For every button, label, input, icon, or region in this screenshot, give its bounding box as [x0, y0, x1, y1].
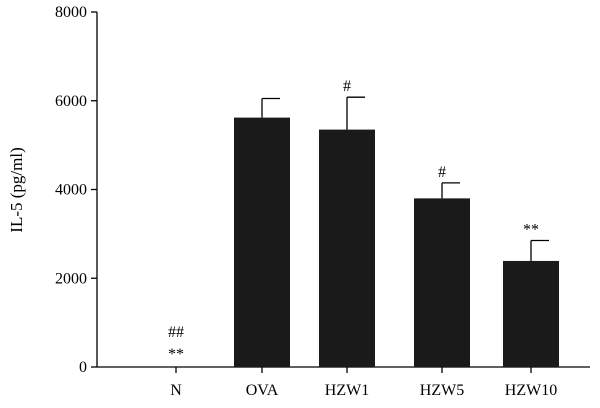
y-tick-label: 2000 — [55, 270, 87, 287]
x-tick-label: N — [170, 382, 182, 399]
bar-hzw1 — [319, 129, 375, 367]
y-tick-label: 8000 — [55, 4, 87, 21]
bars — [234, 117, 559, 367]
significance-annotations: **####** — [168, 78, 539, 363]
significance-mark: # — [343, 78, 351, 95]
y-axis: 0 2000 4000 6000 8000 — [55, 4, 98, 376]
significance-mark: ** — [168, 346, 184, 363]
y-tick-label: 4000 — [55, 182, 87, 199]
x-tick-label: HZW10 — [505, 382, 557, 399]
x-tick-label: HZW1 — [325, 382, 369, 399]
y-tick-label: 6000 — [55, 93, 87, 110]
bar-ova — [234, 117, 290, 367]
significance-mark: ** — [523, 222, 539, 239]
y-tick-label: 0 — [79, 359, 87, 376]
x-tick-label: HZW5 — [420, 382, 464, 399]
x-axis: N OVA HZW1 HZW5 HZW10 — [97, 366, 590, 399]
error-bars — [261, 96, 549, 261]
y-axis-title: IL-5 (pg/ml) — [7, 147, 26, 232]
x-tick-label: OVA — [246, 382, 279, 399]
significance-mark: # — [438, 164, 446, 181]
bar-hzw10 — [503, 260, 559, 367]
significance-mark: ## — [168, 324, 184, 341]
bar-hzw5 — [414, 198, 470, 367]
